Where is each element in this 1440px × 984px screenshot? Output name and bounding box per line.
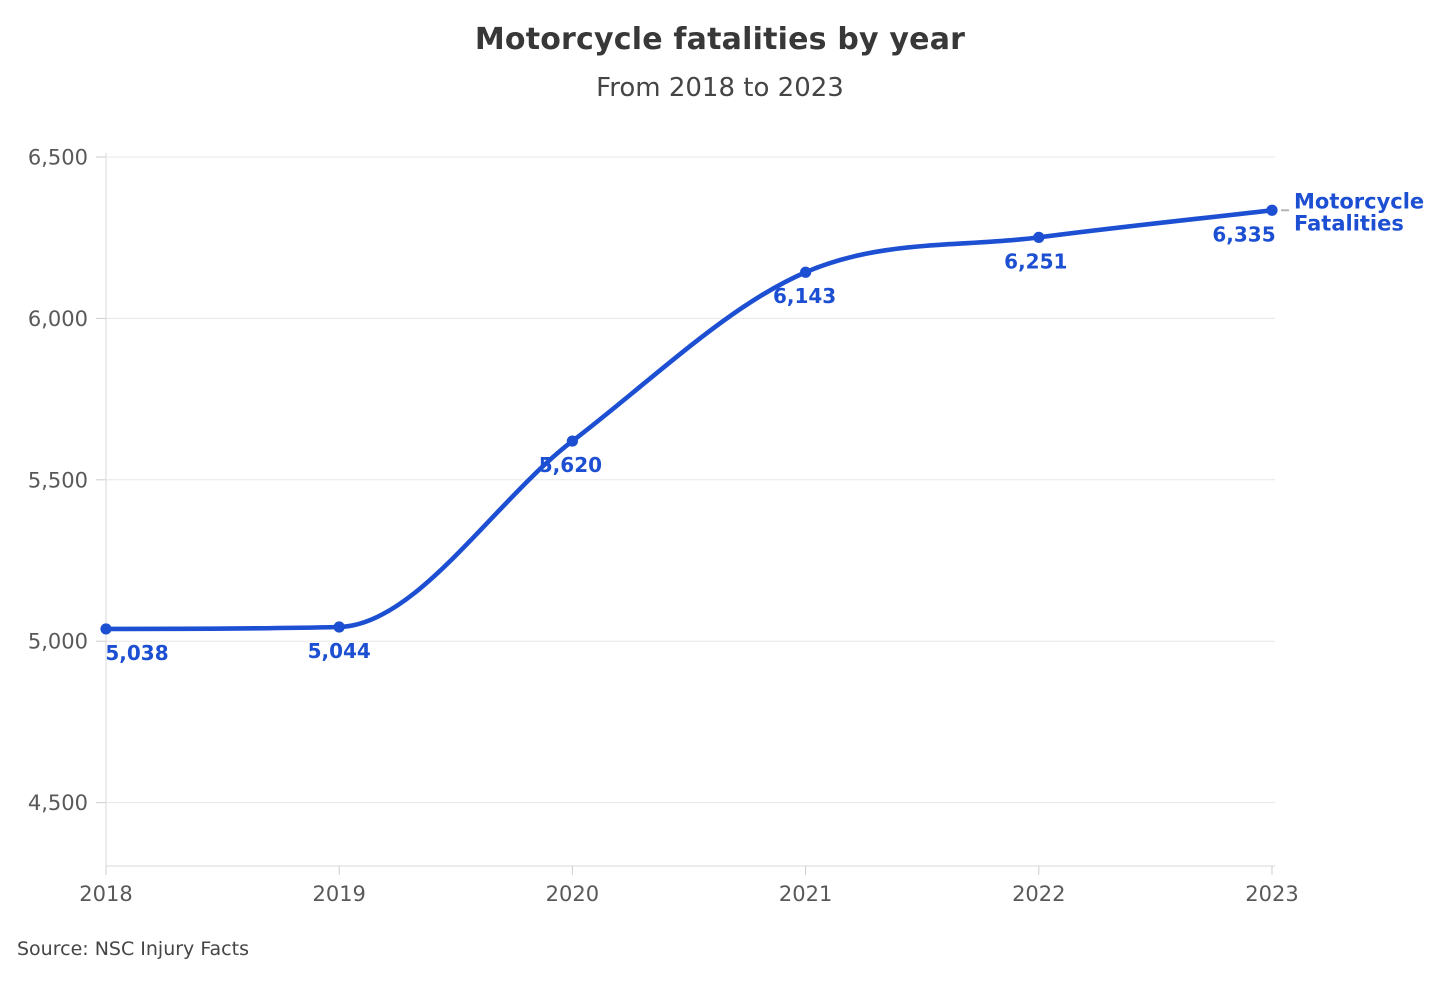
y-axis-label: 6,000 (28, 307, 88, 331)
x-axis-label: 2022 (1012, 882, 1065, 906)
x-axis-label: 2020 (546, 882, 599, 906)
y-axis-label: 5,500 (28, 468, 88, 492)
data-point-label: 5,044 (308, 639, 371, 663)
data-point-label: 5,038 (105, 641, 168, 665)
data-point-label: 6,251 (1004, 249, 1067, 273)
x-axis-label: 2021 (779, 882, 832, 906)
series-label: Motorcycle Fatalities (1294, 189, 1424, 235)
x-axis-label: 2019 (312, 882, 365, 906)
y-axis-label: 4,500 (28, 791, 88, 815)
data-point-marker (1266, 204, 1278, 216)
y-axis-label: 6,500 (28, 146, 88, 170)
data-point-marker (1033, 231, 1045, 243)
chart-header: Motorcycle fatalities by year From 2018 … (0, 0, 1440, 103)
source-note: Source: NSC Injury Facts (17, 938, 249, 960)
data-point-label: 6,335 (1212, 222, 1275, 246)
data-point-label: 5,620 (539, 453, 602, 477)
x-axis-label: 2023 (1245, 882, 1298, 906)
data-point-marker (566, 435, 579, 447)
data-point-label: 6,143 (773, 284, 836, 308)
data-point-marker (100, 623, 112, 635)
data-point-marker (333, 621, 345, 633)
chart-title: Motorcycle fatalities by year (474, 22, 966, 57)
chart-subtitle: From 2018 to 2023 (596, 73, 844, 103)
data-point-marker (800, 266, 812, 278)
y-axis-label: 5,000 (28, 630, 88, 654)
x-axis-label: 2018 (79, 882, 132, 906)
series-line (103, 208, 1275, 632)
chart-footer: Source: NSC Injury Facts (17, 938, 249, 960)
